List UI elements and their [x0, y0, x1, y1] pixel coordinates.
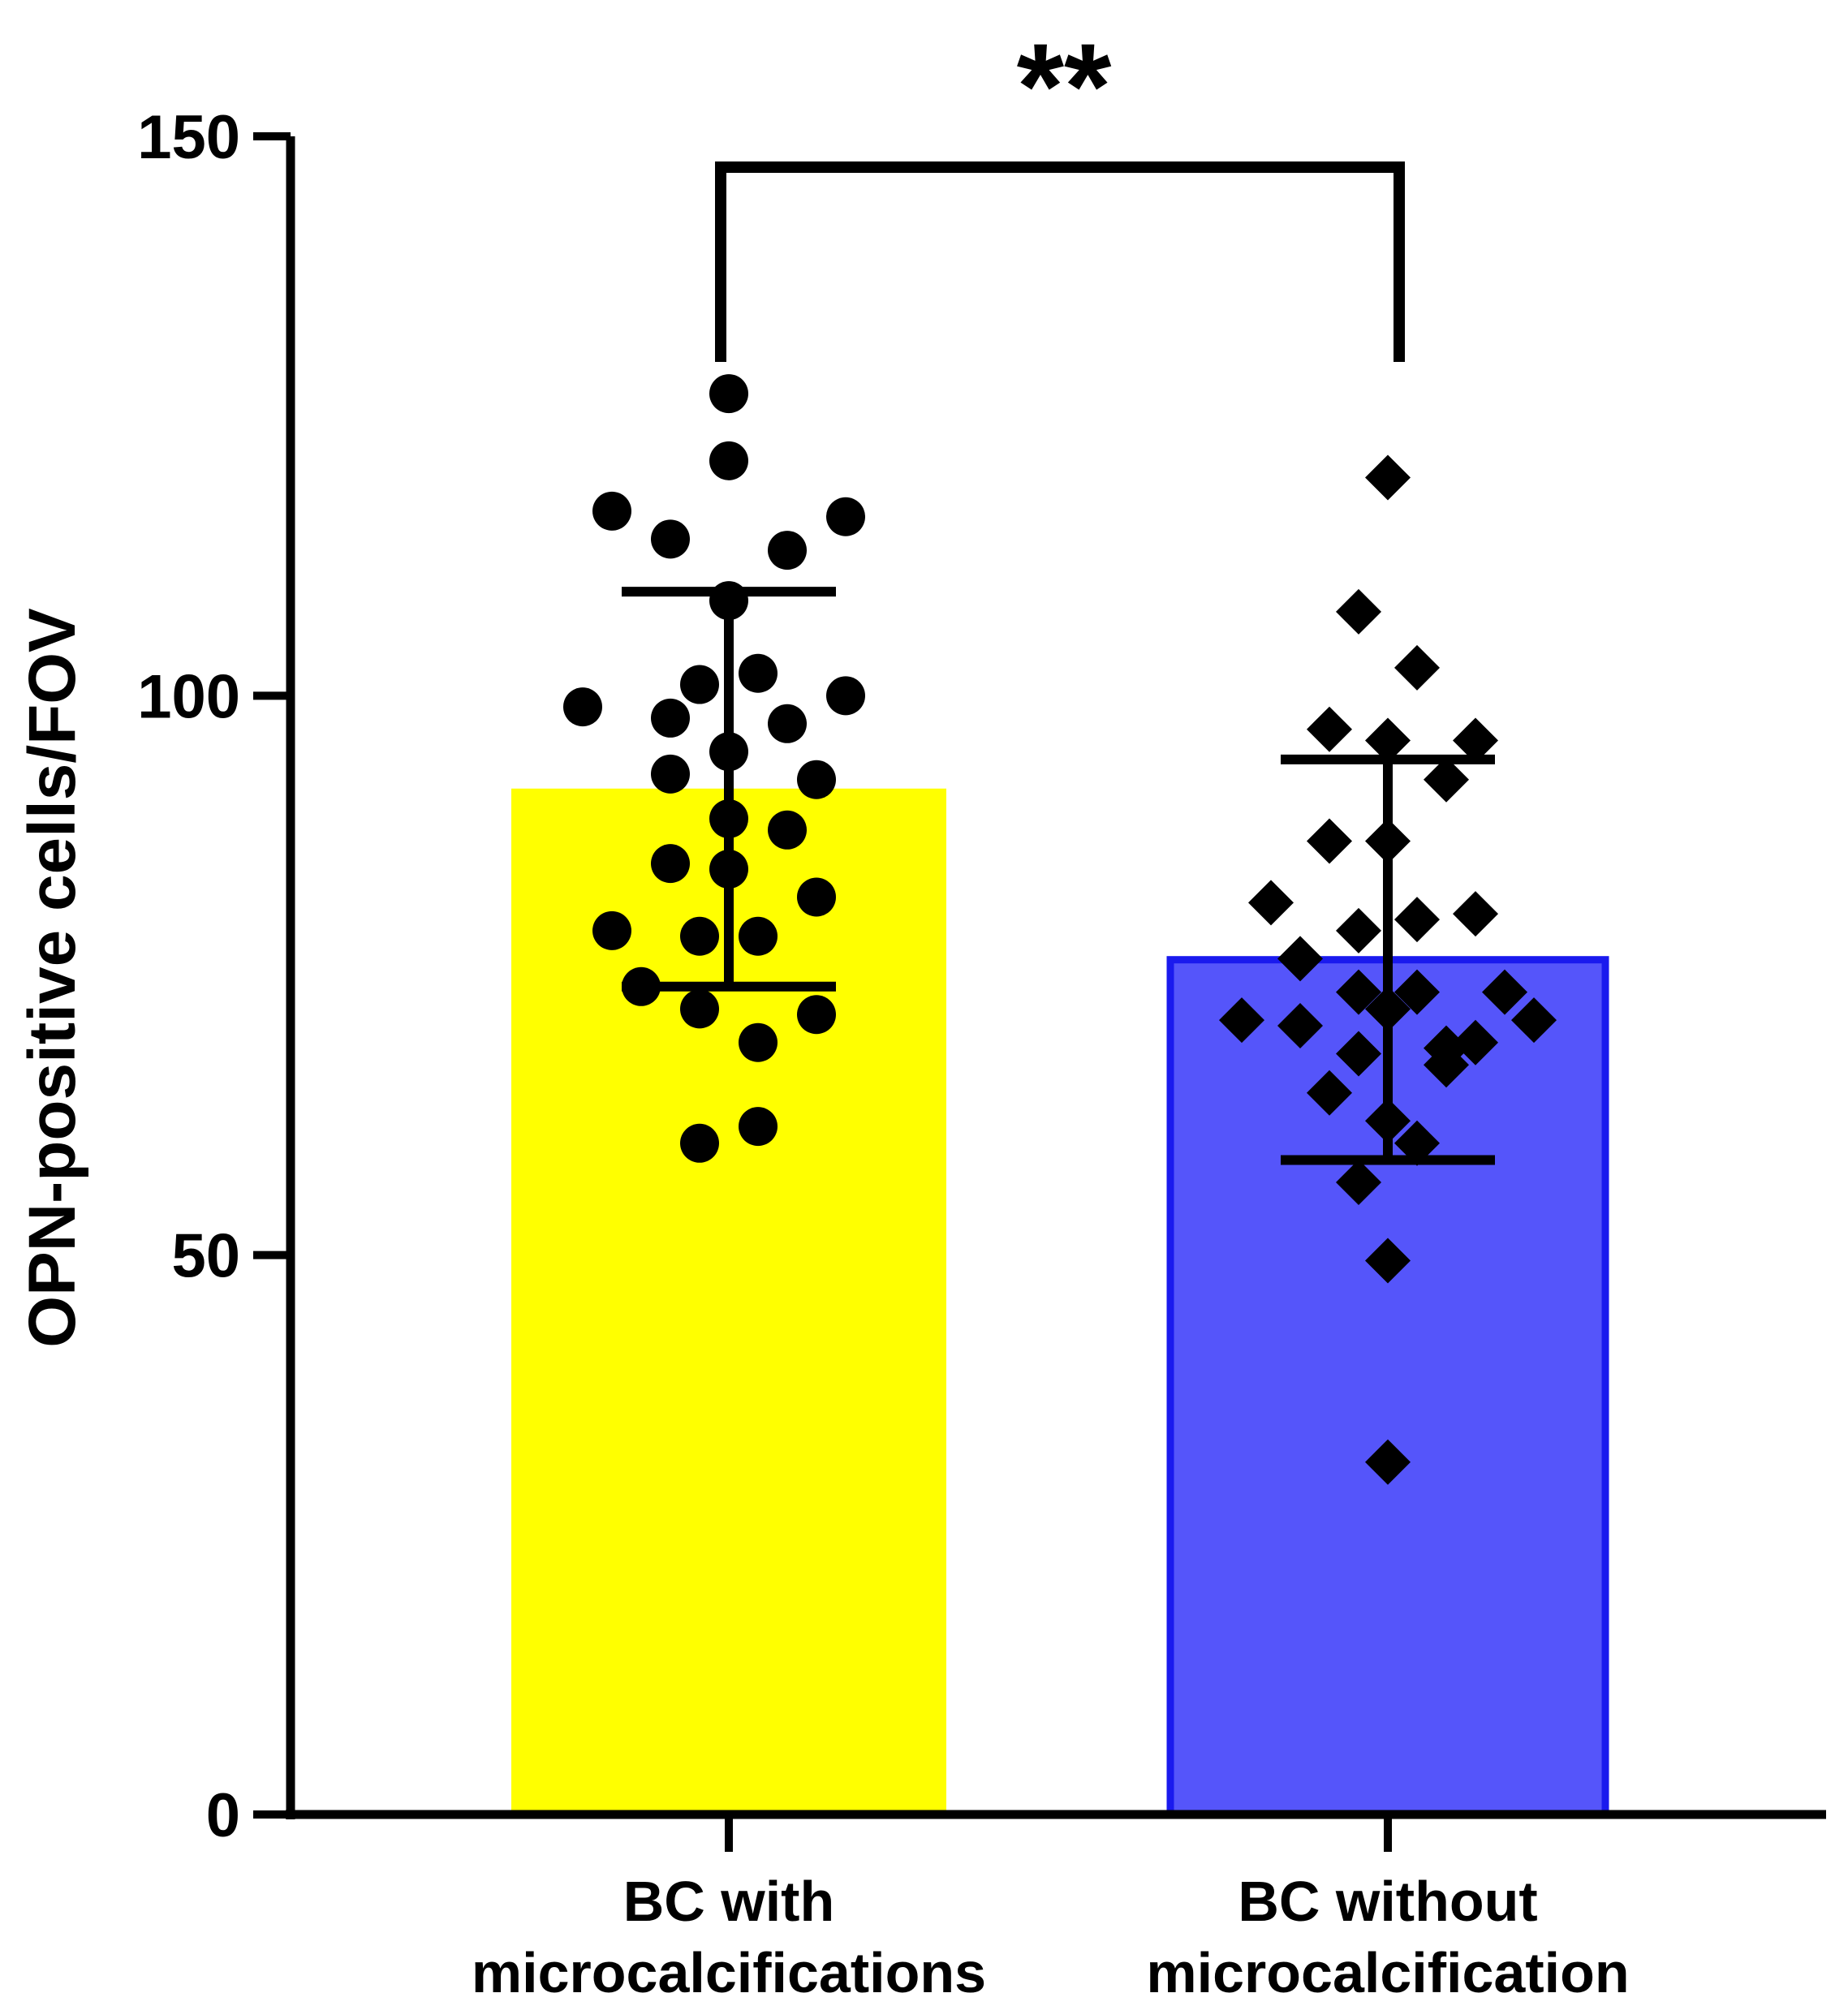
y-ticks: 0 50 100 150 [137, 103, 291, 1850]
data-point [1307, 818, 1352, 864]
category-label-1: microcalcifications [472, 1941, 986, 2004]
data-point [1336, 969, 1381, 1015]
data-point [1307, 706, 1352, 752]
data-point [651, 844, 690, 884]
data-point [1453, 717, 1498, 764]
data-point [768, 531, 807, 570]
data-point [797, 995, 836, 1035]
data-point [1277, 936, 1323, 982]
data-point [1424, 1042, 1469, 1088]
data-point [680, 665, 719, 704]
data-point [651, 698, 690, 738]
y-tick-label-50: 50 [171, 1222, 240, 1291]
category-label-2: microcalcification [1146, 1941, 1629, 2004]
data-point [797, 877, 836, 917]
data-point [651, 754, 690, 794]
data-point [592, 910, 631, 950]
data-point [1219, 997, 1264, 1044]
data-point [680, 1123, 719, 1163]
data-point [680, 989, 719, 1029]
y-axis-label: OPN-positive cells/FOV [15, 608, 89, 1348]
data-point [1336, 1160, 1381, 1206]
data-point [1336, 588, 1381, 635]
data-point [739, 916, 778, 956]
significance-bracket: ** [715, 18, 1405, 362]
data-point [592, 491, 631, 531]
data-point [1365, 1439, 1411, 1485]
data-point [739, 1107, 778, 1147]
category-label-1: BC with [623, 1870, 835, 1933]
data-point [1365, 1238, 1411, 1284]
data-point [1248, 880, 1294, 926]
data-point [1394, 1120, 1440, 1166]
data-point [1394, 969, 1440, 1015]
data-point [768, 704, 807, 743]
data-point [709, 441, 748, 480]
data-point [680, 916, 719, 956]
data-point [1277, 1003, 1323, 1049]
y-tick-label-100: 100 [137, 662, 240, 731]
significance-bracket-line [715, 161, 1405, 362]
data-point [1365, 454, 1411, 501]
data-point [1336, 1031, 1381, 1077]
category-label-2: BC without [1238, 1870, 1537, 1933]
significance-label: ** [1017, 18, 1112, 154]
data-point [1453, 1019, 1498, 1065]
y-tick-label-150: 150 [137, 103, 240, 172]
data-point [768, 810, 807, 850]
y-tick-label-0: 0 [206, 1781, 240, 1850]
data-point [826, 497, 865, 536]
x-ticks: BC with microcalcifications BC without micr… [472, 1814, 1630, 2004]
error-bars [622, 587, 1495, 1165]
data-points [563, 374, 1557, 1485]
data-point [797, 760, 836, 799]
data-point [1482, 969, 1527, 1015]
data-point [563, 687, 602, 727]
data-point [1336, 907, 1381, 953]
data-point [1453, 891, 1498, 937]
data-point [1424, 756, 1469, 803]
bars [511, 788, 1609, 1819]
axes [286, 136, 1826, 1819]
data-point [826, 676, 865, 716]
data-point [709, 374, 748, 414]
data-point [1365, 717, 1411, 764]
data-point [1511, 997, 1557, 1044]
data-point [651, 519, 690, 559]
data-point [739, 1022, 778, 1062]
data-point [739, 653, 778, 693]
data-point [1394, 897, 1440, 943]
data-point [1394, 644, 1440, 691]
data-point [1307, 1070, 1352, 1116]
